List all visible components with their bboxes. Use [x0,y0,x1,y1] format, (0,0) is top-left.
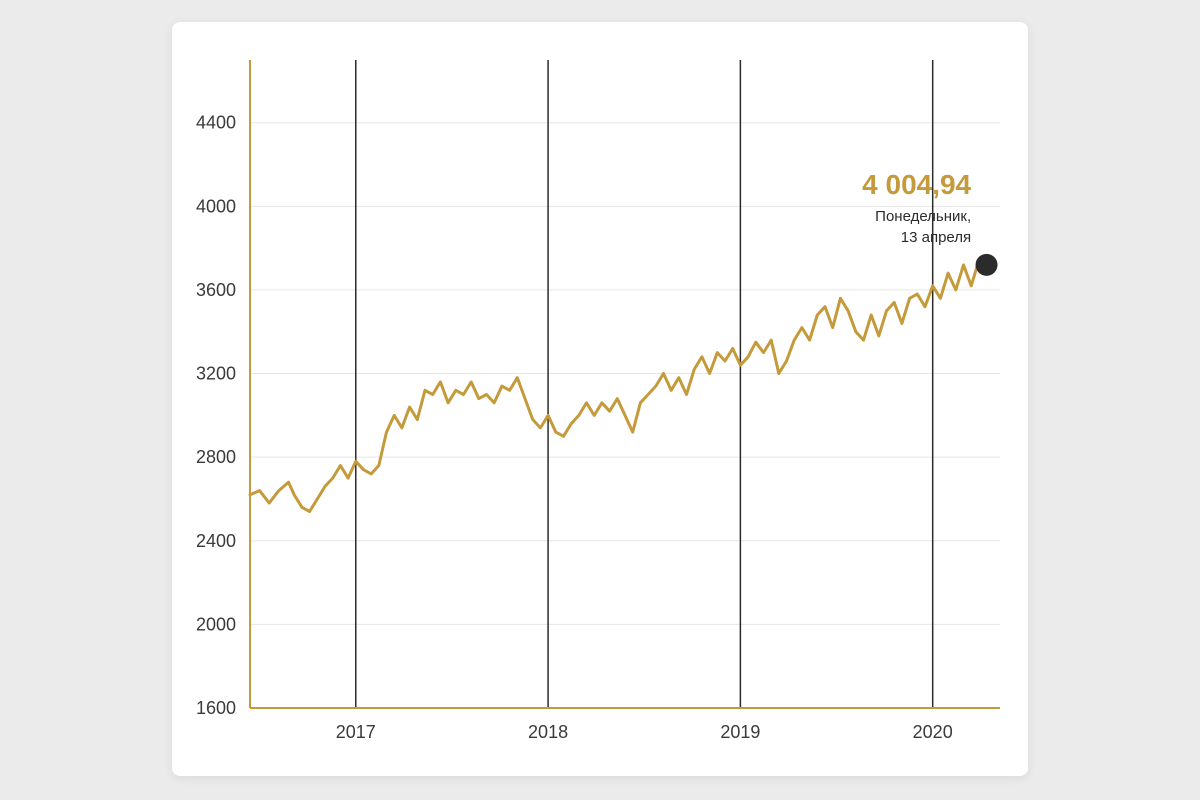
chart-container: 1600 2000 2400 2800 3200 3600 4000 4400 2017 2018… [172,22,1028,776]
x-tick-label: 2018 [528,722,568,742]
x-tick-label: 2019 [720,722,760,742]
y-tick-label: 3600 [196,280,236,300]
callout-value: 4 004,94 [862,169,971,200]
y-tick-label: 4000 [196,196,236,216]
price-line [250,261,987,512]
y-tick-label: 2000 [196,614,236,634]
y-tick-label: 2400 [196,531,236,551]
latest-point-marker [976,254,998,276]
x-tick-label: 2020 [913,722,953,742]
chart-card: 1600 2000 2400 2800 3200 3600 4000 4400 2017 2018… [172,22,1028,776]
y-tick-label: 2800 [196,447,236,467]
y-tick-label: 1600 [196,698,236,718]
y-tick-label: 4400 [196,113,236,133]
callout-subtitle-line1: Понедельник, [875,208,971,225]
y-tick-label: 3200 [196,364,236,384]
x-tick-label: 2017 [336,722,376,742]
callout-subtitle-line2: 13 апреля [901,229,971,246]
price-line-chart: 1600 2000 2400 2800 3200 3600 4000 4400 2017 2018… [172,22,1028,776]
